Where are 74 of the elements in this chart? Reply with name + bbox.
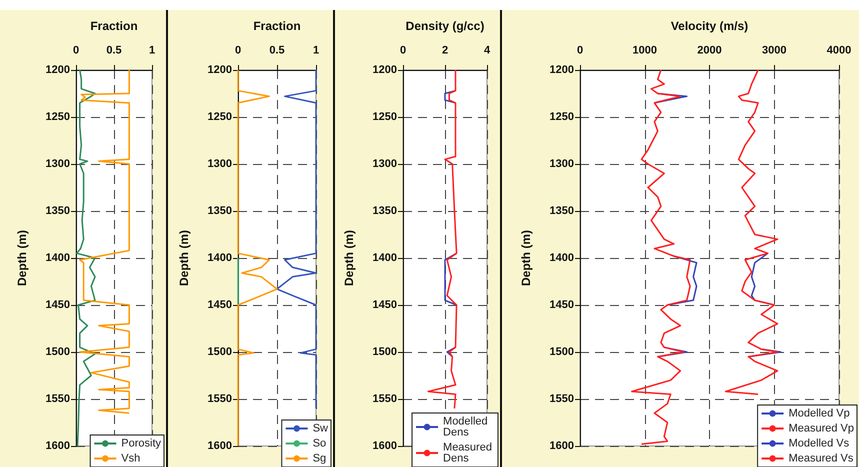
y-tick-label: 1350 bbox=[372, 205, 397, 217]
y-axis-title: Depth (m) bbox=[519, 230, 533, 286]
line-series bbox=[427, 69, 458, 410]
legend-label: Modelled Dens bbox=[443, 416, 491, 438]
y-tick-label: 1500 bbox=[550, 346, 574, 358]
x-axis-title: Velocity (m/s) bbox=[670, 19, 748, 33]
x-tick-label: 0 bbox=[400, 44, 406, 56]
y-tick-label: 1600 bbox=[372, 440, 397, 452]
y-tick-label: 1200 bbox=[372, 64, 397, 76]
y-tick-label: 1300 bbox=[372, 158, 397, 170]
y-tick-label: 1550 bbox=[372, 393, 397, 405]
legend-label: Measured Dens bbox=[443, 442, 496, 464]
y-tick-label: 1550 bbox=[46, 393, 70, 405]
legend-label: Measured Vp bbox=[788, 422, 854, 434]
y-tick-label: 1400 bbox=[372, 252, 397, 264]
y-tick-label: 1400 bbox=[46, 252, 70, 264]
y-tick-label: 1300 bbox=[208, 158, 232, 170]
legend-label: Modelled Vp bbox=[788, 408, 850, 420]
legend-label: Vsh bbox=[121, 452, 140, 464]
y-tick-label: 1200 bbox=[46, 64, 70, 76]
y-tick-label: 1400 bbox=[550, 252, 574, 264]
y-tick-label: 1600 bbox=[550, 440, 574, 452]
y-tick-label: 1500 bbox=[46, 346, 70, 358]
x-tick-label: 0 bbox=[234, 44, 242, 56]
y-tick-label: 1500 bbox=[208, 346, 232, 358]
legend-label: Porosity bbox=[121, 438, 162, 450]
y-axis-title: Depth (m) bbox=[15, 230, 29, 286]
y-tick-label: 1450 bbox=[46, 299, 70, 311]
x-tick-label: 2000 bbox=[697, 44, 722, 56]
y-axis-title: Depth (m) bbox=[342, 230, 356, 286]
x-tick-label: 2 bbox=[442, 44, 448, 56]
y-tick-label: 1350 bbox=[46, 205, 70, 217]
y-tick-label: 1200 bbox=[208, 64, 232, 76]
x-tick-label: 4 bbox=[484, 44, 491, 56]
y-tick-label: 1300 bbox=[550, 158, 574, 170]
x-tick-label: 0.5 bbox=[269, 44, 285, 56]
y-tick-label: 1250 bbox=[372, 111, 397, 123]
x-tick-label: 4000 bbox=[826, 44, 852, 56]
y-tick-label: 1450 bbox=[208, 299, 232, 311]
y-tick-label: 1250 bbox=[208, 111, 232, 123]
y-tick-label: 1350 bbox=[208, 205, 232, 217]
line-series bbox=[631, 69, 691, 445]
line-series bbox=[724, 69, 778, 396]
legend-label: Modelled Vs bbox=[788, 438, 850, 450]
y-tick-label: 1450 bbox=[550, 299, 574, 311]
line-series bbox=[276, 69, 317, 410]
y-tick-label: 1350 bbox=[550, 205, 574, 217]
y-tick-label: 1550 bbox=[208, 393, 232, 405]
x-tick-label: 0 bbox=[576, 44, 584, 56]
line-series bbox=[79, 69, 130, 414]
x-tick-label: 1000 bbox=[632, 44, 657, 56]
x-tick-label: 0.5 bbox=[106, 44, 122, 56]
x-tick-label: 3000 bbox=[762, 44, 786, 56]
y-tick-label: 1400 bbox=[208, 252, 232, 264]
y-tick-label: 1500 bbox=[372, 346, 397, 358]
legend-label: So bbox=[312, 438, 326, 450]
legend-label: Measured Vs bbox=[788, 452, 854, 464]
y-tick-label: 1600 bbox=[46, 440, 70, 452]
legend-label: Sw bbox=[312, 422, 328, 434]
legend-label: Sg bbox=[312, 452, 326, 464]
y-tick-label: 1600 bbox=[208, 440, 232, 452]
x-tick-label: 1 bbox=[312, 44, 320, 56]
x-tick-label: 0 bbox=[72, 44, 80, 56]
x-tick-label: 1 bbox=[148, 44, 156, 56]
y-tick-label: 1300 bbox=[46, 158, 70, 170]
x-axis-title: Fraction bbox=[253, 19, 301, 33]
y-axis-title: Depth (m) bbox=[177, 230, 191, 286]
x-axis-title: Density (g/cc) bbox=[406, 19, 484, 33]
y-tick-label: 1250 bbox=[550, 111, 574, 123]
y-tick-label: 1200 bbox=[550, 64, 574, 76]
y-tick-label: 1550 bbox=[550, 393, 574, 405]
y-tick-label: 1450 bbox=[372, 299, 397, 311]
y-tick-label: 1250 bbox=[46, 111, 70, 123]
x-axis-title: Fraction bbox=[90, 19, 138, 33]
